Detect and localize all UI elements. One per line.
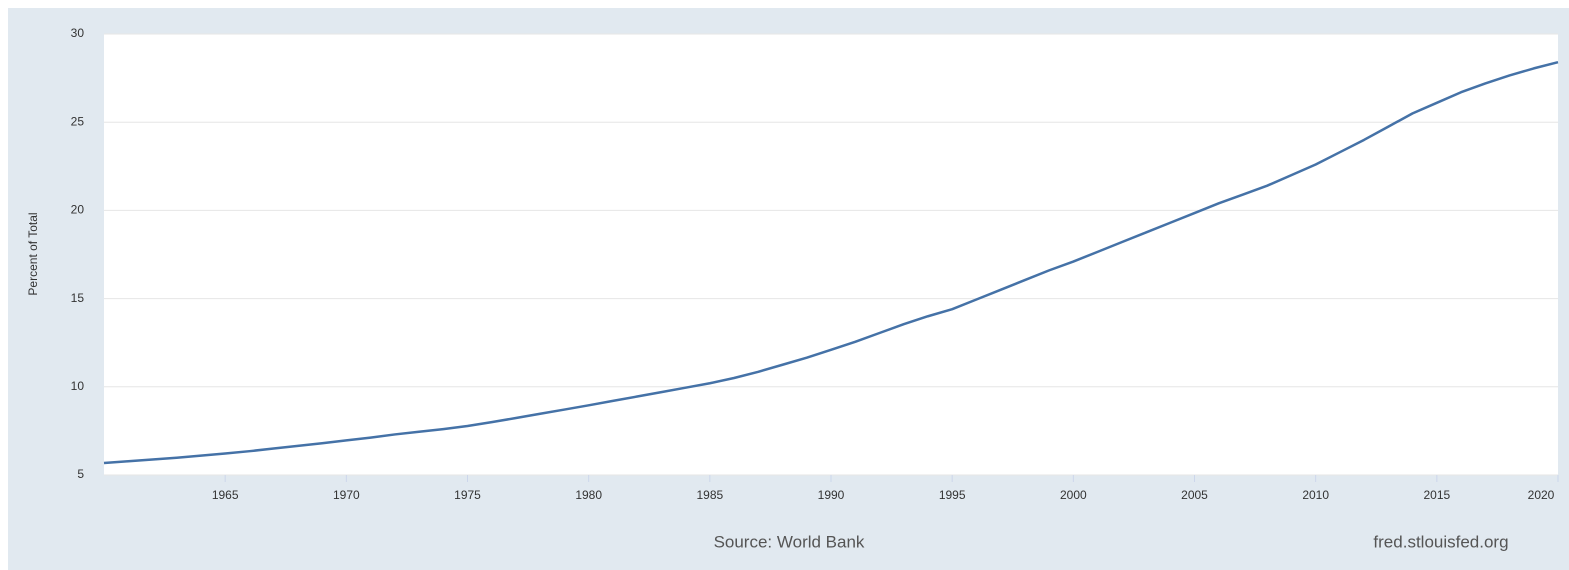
x-tick-label: 1985 xyxy=(696,488,723,502)
x-tick-label: 1995 xyxy=(939,488,966,502)
x-tick-label: 1975 xyxy=(454,488,481,502)
y-tick-label: 15 xyxy=(71,291,85,305)
x-tick-label: 1965 xyxy=(212,488,239,502)
y-tick-label: 10 xyxy=(71,379,85,393)
y-tick-label: 20 xyxy=(71,203,85,217)
plot-area xyxy=(104,34,1558,475)
x-tick-label: 2005 xyxy=(1181,488,1208,502)
x-tick-label: 2010 xyxy=(1302,488,1329,502)
source-note: Source: World Bank xyxy=(714,532,865,551)
y-tick-label: 5 xyxy=(77,467,84,481)
x-tick-label: 2015 xyxy=(1423,488,1450,502)
x-tick-label: 2020 xyxy=(1528,488,1555,502)
x-tick-label: 2000 xyxy=(1060,488,1087,502)
y-axis-label: Percent of Total xyxy=(26,212,40,295)
y-tick-label: 25 xyxy=(71,114,85,128)
x-tick-label: 1970 xyxy=(333,488,360,502)
credit: fred.stlouisfed.org xyxy=(1373,532,1508,551)
x-tick-label: 1990 xyxy=(818,488,845,502)
data-line xyxy=(103,61,1559,465)
x-tick-label: 1980 xyxy=(575,488,602,502)
y-tick-label: 30 xyxy=(71,26,85,40)
